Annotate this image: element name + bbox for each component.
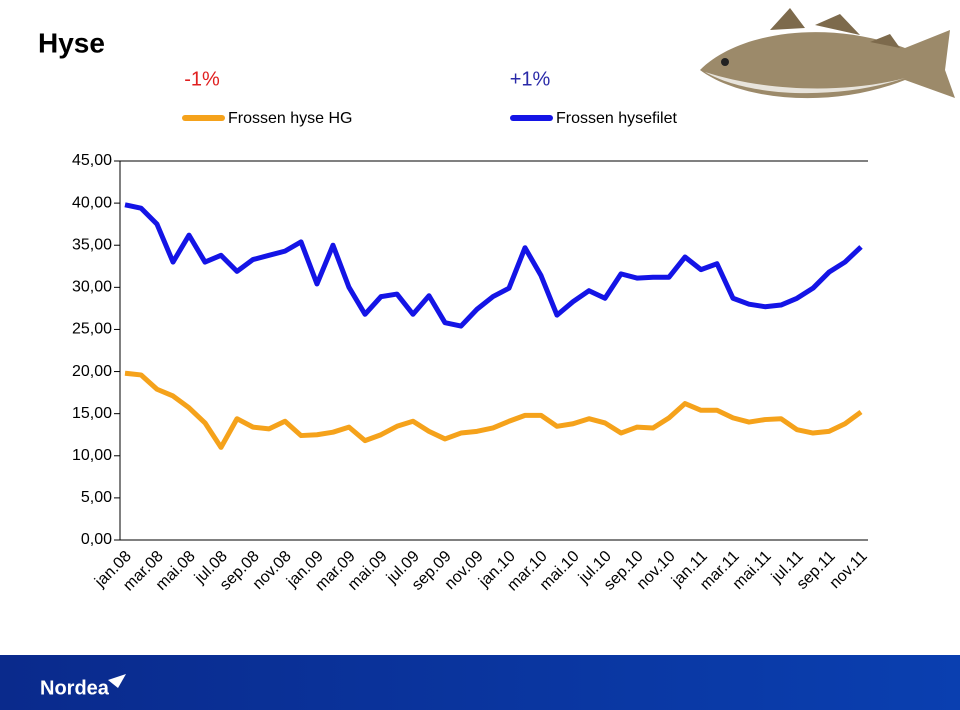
y-tick-label: 45,00 [72, 152, 112, 169]
legend-label: Frossen hysefilet [556, 110, 677, 127]
y-tick-label: 30,00 [72, 279, 112, 296]
annotation: -1% [184, 68, 220, 90]
series-line [124, 370, 863, 450]
y-tick-label: 25,00 [72, 321, 112, 338]
annotation: +1% [510, 68, 551, 90]
y-tick-label: 0,00 [81, 531, 112, 548]
legend-label: Frossen hyse HG [228, 110, 352, 127]
fish-image [700, 8, 955, 99]
y-tick-label: 15,00 [72, 405, 112, 422]
y-tick-label: 20,00 [72, 363, 112, 380]
logo-mark [108, 674, 126, 688]
footer-band [0, 655, 960, 710]
y-tick-label: 35,00 [72, 236, 112, 253]
y-tick-label: 40,00 [72, 194, 112, 211]
plot: 0,00 5,00 10,00 15,00 20,00 25,00 30,00 35,00 40… [72, 68, 871, 594]
footer-logo: Nordea [40, 677, 110, 699]
series-line [124, 202, 863, 329]
y-tick-label: 5,00 [81, 489, 112, 506]
y-tick-label: 10,00 [72, 447, 112, 464]
slide-title: Hyse [38, 27, 105, 58]
